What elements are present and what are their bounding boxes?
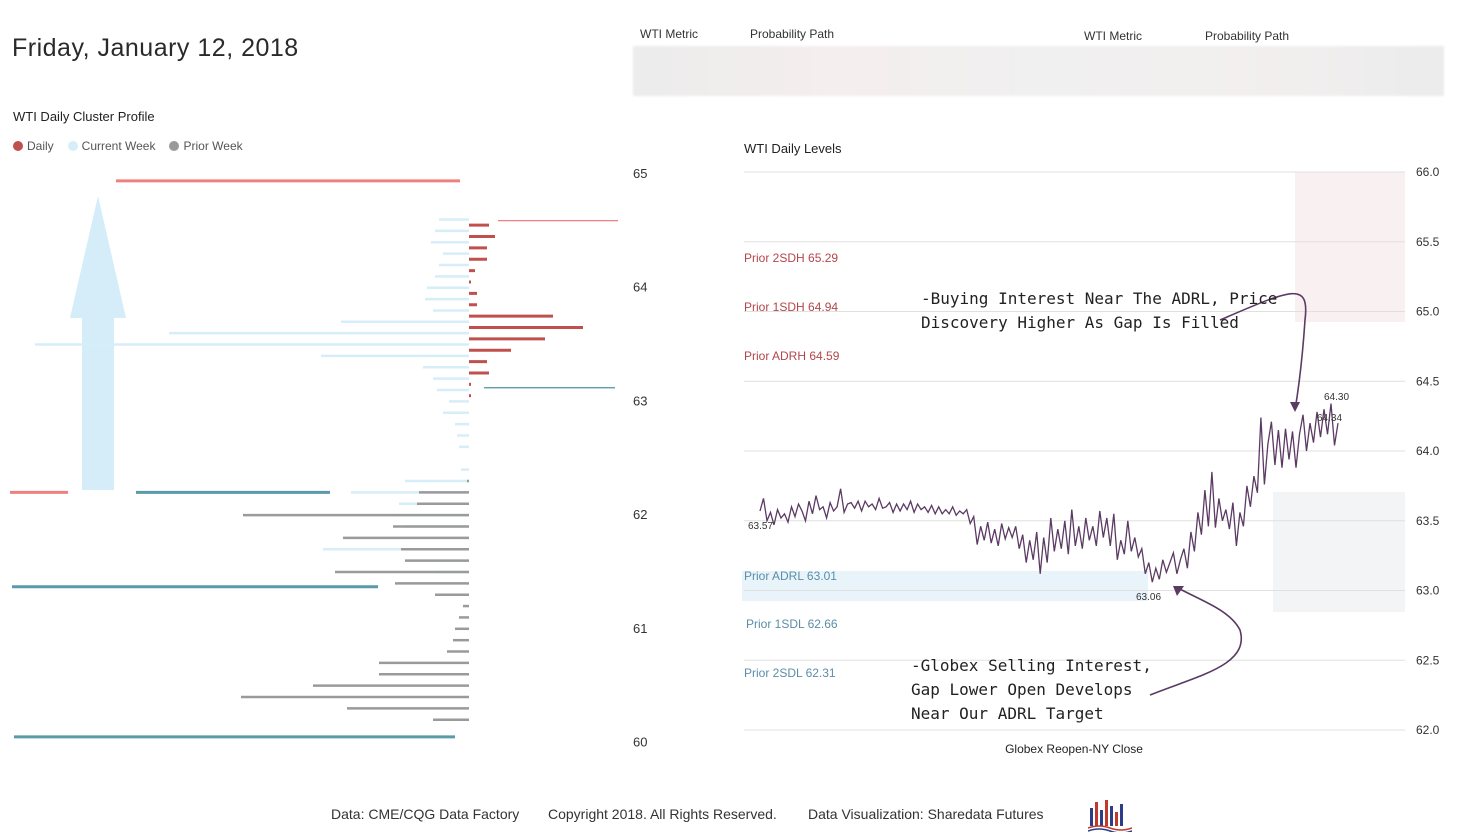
- probability-shade-bottom: [1273, 492, 1405, 612]
- footer-copyright: Copyright 2018. All Rights Reserved.: [548, 806, 777, 822]
- annotation-arrowhead-top: [1290, 402, 1300, 412]
- adrl-zone: [742, 571, 1148, 601]
- metric-header-probability-path-2: Probability Path: [1205, 29, 1290, 43]
- annotation-buying-interest: -Buying Interest Near The ADRL, Price Di…: [921, 289, 1278, 332]
- profile-price-tick: 60: [633, 735, 647, 750]
- levels-y-tick: 65.0: [1416, 305, 1440, 319]
- legend-item-prior-week[interactable]: Prior Week: [169, 139, 243, 153]
- levels-y-tick: 62.0: [1416, 723, 1440, 737]
- level-label-prior-adrh: Prior ADRH 64.59: [744, 349, 840, 363]
- levels-y-tick: 64.5: [1416, 374, 1440, 388]
- legend-item-daily[interactable]: Daily: [13, 139, 54, 153]
- footer-data-source: Data: CME/CQG Data Factory: [331, 806, 520, 822]
- levels-y-tick: 62.5: [1416, 653, 1440, 667]
- up-arrow-icon: [70, 196, 126, 490]
- metric-header-wti-metric-2: WTI Metric: [1084, 29, 1142, 43]
- price-series-line: [759, 403, 1339, 583]
- legend-label-daily: Daily: [27, 139, 54, 153]
- annotation-arrowhead-bottom: [1173, 586, 1184, 596]
- profile-price-tick: 65: [633, 166, 647, 181]
- x-axis-label: Globex Reopen-NY Close: [1005, 742, 1143, 756]
- legend-label-prior-week: Prior Week: [183, 139, 243, 153]
- profile-legend: Daily Current Week Prior Week: [13, 139, 243, 153]
- data-label-low: 63.06: [1136, 592, 1161, 603]
- footer-visualization: Data Visualization: Sharedata Futures: [808, 806, 1044, 822]
- daily-levels-chart: 66.0 65.5 65.0 64.5 64.0 63.5 63.0 62.5 62.0 63.…: [742, 165, 1440, 756]
- annotation-arrow-bottom: [1149, 587, 1243, 696]
- metric-strip: [633, 46, 1444, 96]
- levels-y-tick: 63.5: [1416, 514, 1440, 528]
- levels-y-tick: 63.0: [1416, 584, 1440, 598]
- levels-title: WTI Daily Levels: [744, 141, 842, 156]
- levels-y-tick: 65.5: [1416, 235, 1440, 249]
- profile-title: WTI Daily Cluster Profile: [13, 109, 155, 124]
- annotation-arrow-top: [1219, 292, 1307, 411]
- levels-y-tick: 66.0: [1416, 165, 1440, 179]
- sharedata-logo: [1088, 800, 1132, 832]
- legend-item-current-week[interactable]: Current Week: [67, 139, 156, 153]
- page-title: Friday, January 12, 2018: [12, 34, 299, 62]
- legend-swatch-prior-week: [169, 141, 180, 151]
- annotation-selling-interest: -Globex Selling Interest, Gap Lower Open…: [911, 656, 1152, 723]
- data-label-high: 64.30: [1324, 392, 1349, 403]
- cluster-profile-chart: 65 64 63 62 61 60: [10, 166, 647, 750]
- profile-price-tick: 63: [633, 393, 647, 408]
- probability-shade-top: [1295, 172, 1405, 322]
- level-label-prior-2sdl: Prior 2SDL 62.31: [744, 666, 836, 680]
- level-label-prior-2sdh: Prior 2SDH 65.29: [744, 251, 838, 265]
- legend-swatch-current-week: [67, 141, 78, 151]
- level-label-prior-1sdh: Prior 1SDH 64.94: [744, 300, 838, 314]
- profile-price-tick: 64: [633, 280, 647, 295]
- legend-label-current-week: Current Week: [81, 139, 156, 153]
- data-label-last: 64.34: [1317, 413, 1342, 424]
- levels-y-tick: 64.0: [1416, 444, 1440, 458]
- legend-swatch-daily: [13, 141, 23, 151]
- metric-header-wti-metric: WTI Metric: [640, 27, 698, 41]
- profile-price-tick: 61: [633, 621, 647, 636]
- data-label-open: 63.57: [748, 521, 773, 532]
- metric-header-probability-path: Probability Path: [750, 27, 835, 41]
- level-label-prior-1sdl: Prior 1SDL 62.66: [746, 617, 838, 631]
- profile-price-tick: 62: [633, 507, 647, 522]
- level-label-prior-adrl: Prior ADRL 63.01: [744, 569, 837, 583]
